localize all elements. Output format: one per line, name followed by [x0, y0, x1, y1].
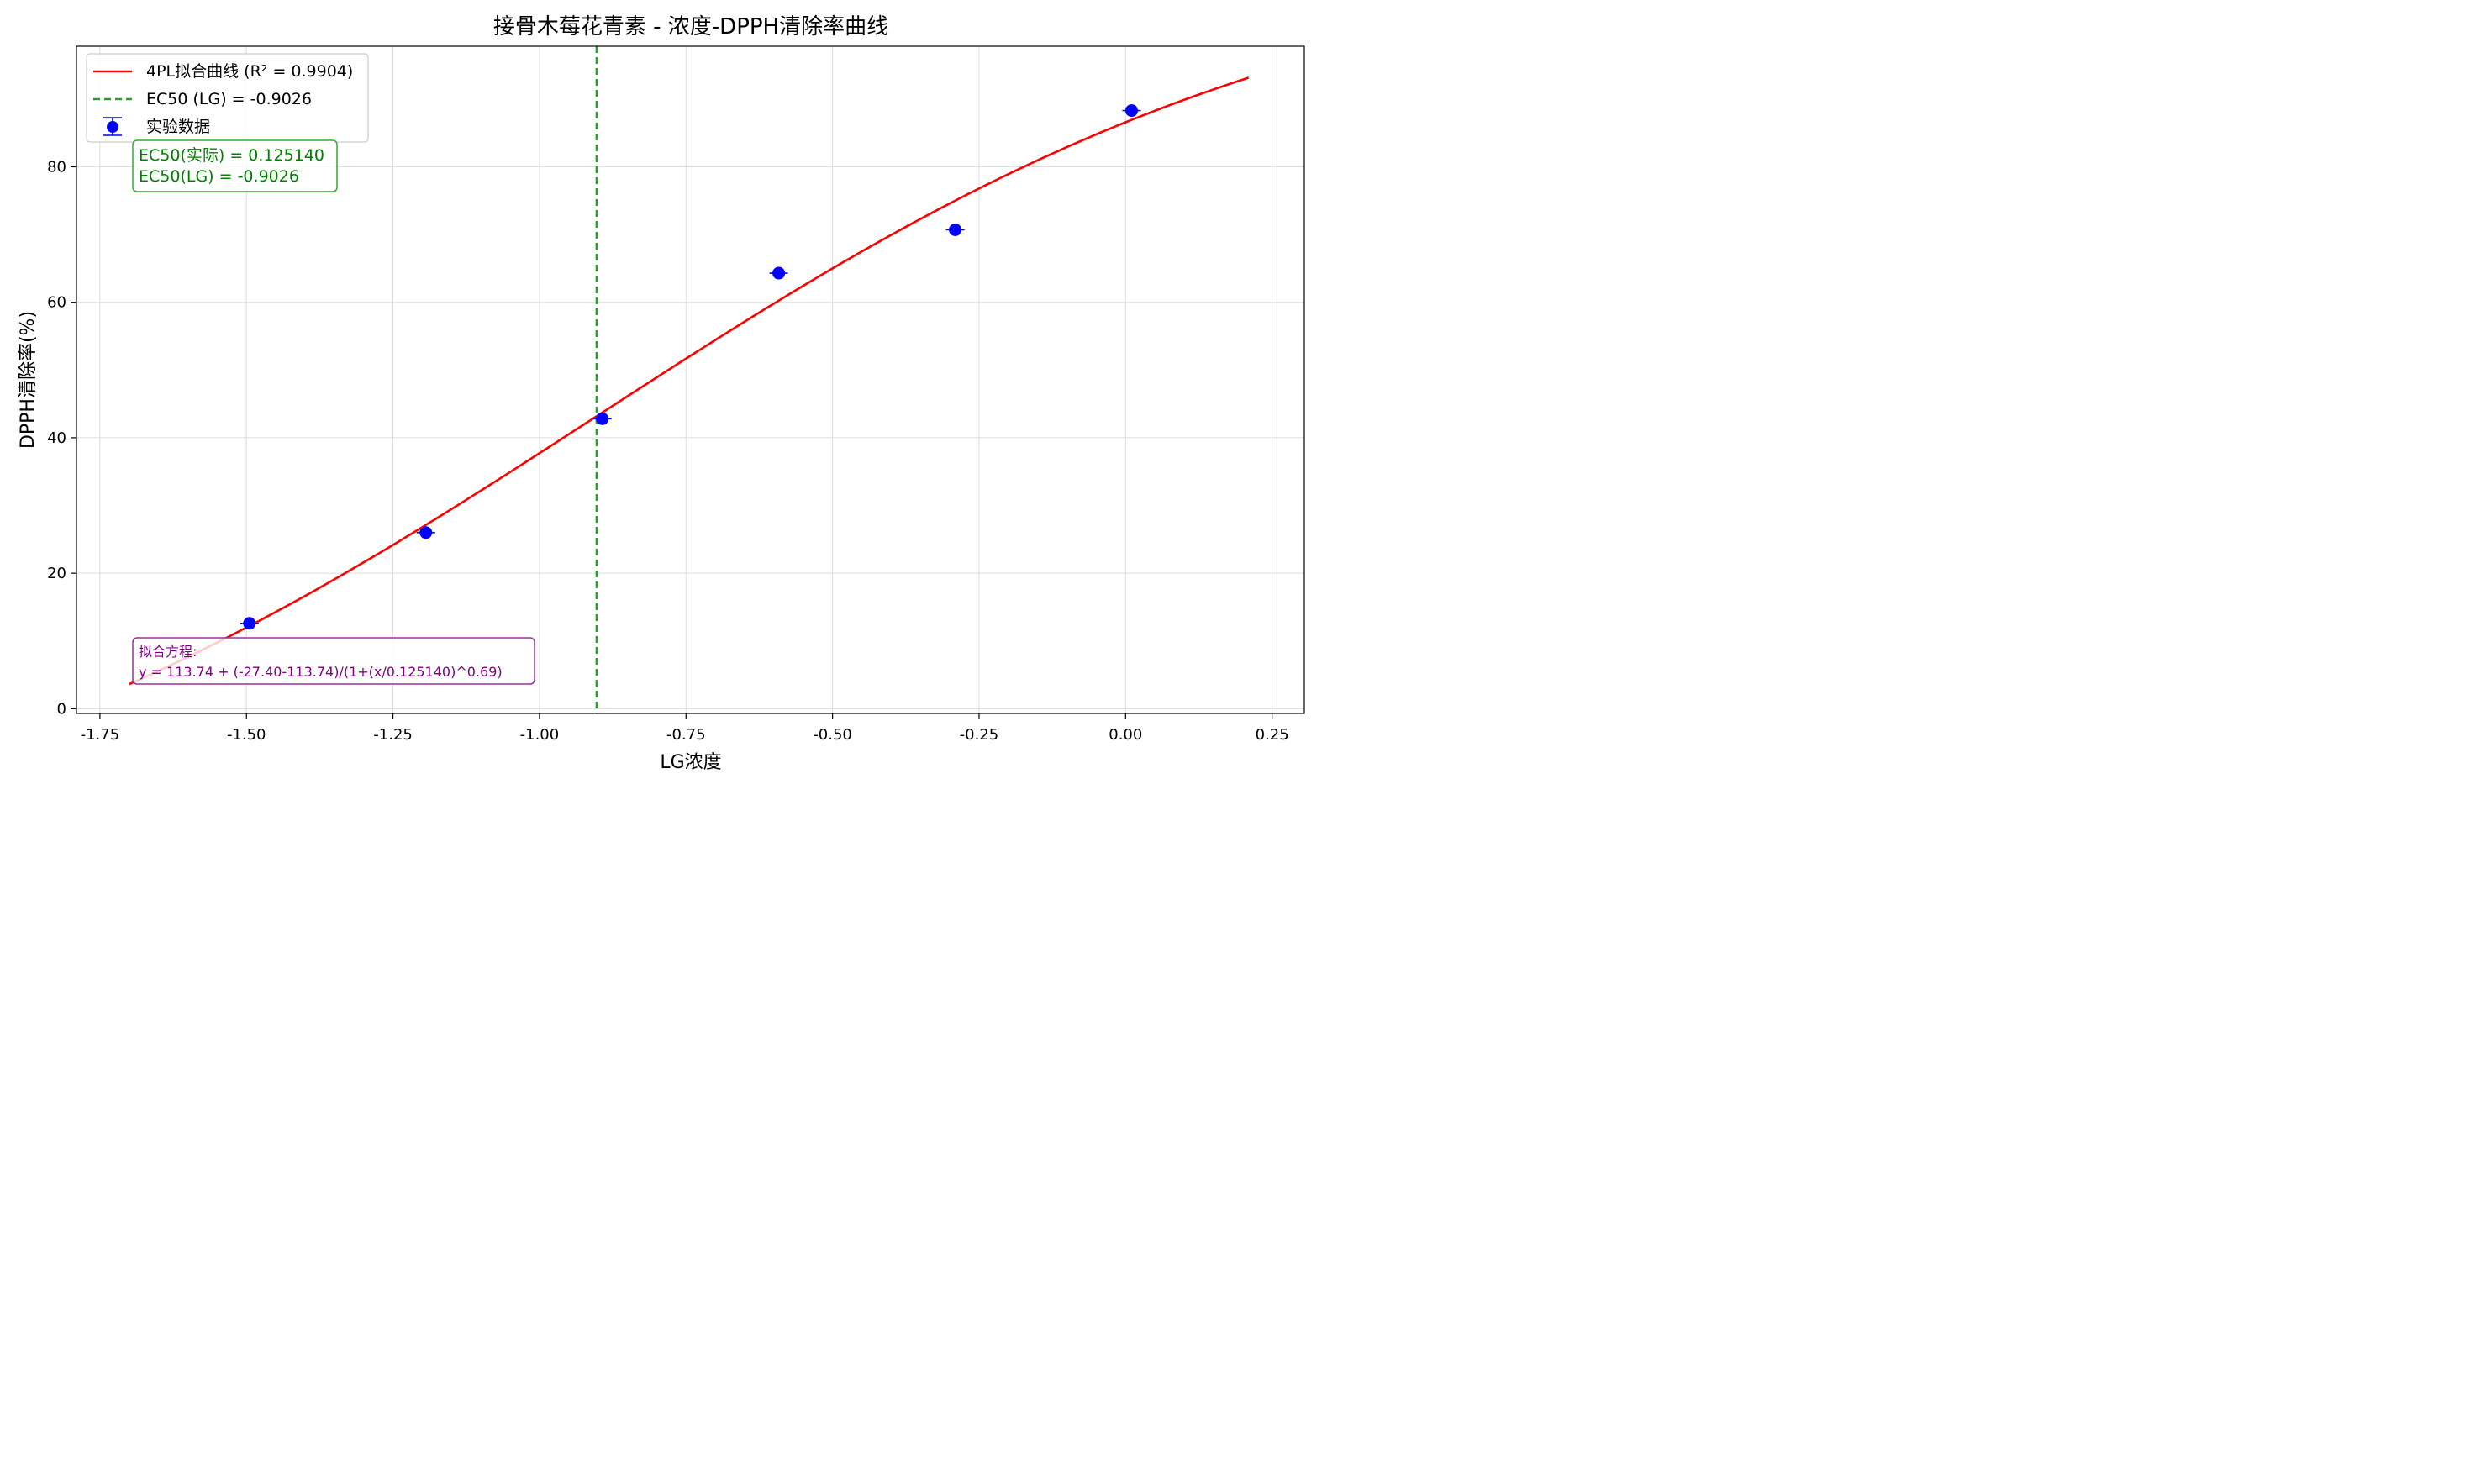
x-tick-label: 0.00: [1109, 726, 1142, 744]
legend-ec50-label: EC50 (LG) = -0.9026: [146, 90, 312, 108]
fit-curve-line: [129, 76, 1250, 686]
data-point: [592, 412, 612, 425]
chart-title: 接骨木莓花青素 - 浓度-DPPH清除率曲线: [493, 14, 888, 39]
data-point: [240, 617, 259, 630]
data-point: [945, 223, 965, 236]
legend-data-swatch: [103, 117, 122, 136]
plot-frame: [76, 45, 1305, 714]
y-tick-label: 40: [47, 429, 66, 447]
x-tick-label: -1.75: [81, 726, 120, 744]
y-tick-label: 80: [47, 158, 66, 176]
x-axis-label: LG浓度: [660, 752, 721, 773]
x-tick-label: -1.00: [520, 726, 560, 744]
plot-content: [129, 46, 1250, 713]
ec50-actual-text: EC50(实际) = 0.125140: [139, 146, 324, 165]
data-point-marker: [949, 223, 962, 236]
ec50-lg-text: EC50(LG) = -0.9026: [139, 167, 299, 186]
y-tick-label: 20: [47, 565, 66, 582]
x-ticks: -1.75 -1.50 -1.25 -1.00 -0.75 -0.50 -0.25 0.00 0…: [81, 713, 1289, 744]
data-point-marker: [772, 266, 786, 280]
data-point-marker: [419, 526, 433, 539]
equation-annotation-box: [132, 637, 535, 685]
data-point: [416, 526, 435, 539]
chart: -1.75 -1.50 -1.25 -1.00 -0.75 -0.50 -0.25 0.00 0…: [0, 0, 1318, 785]
ec50-annotation-box: [132, 139, 338, 192]
y-tick-label: 60: [47, 294, 66, 312]
data-point-marker: [596, 412, 609, 425]
y-ticks: 0 20 40 60 80: [47, 158, 76, 718]
grid: [76, 46, 1304, 713]
y-tick-label: 0: [57, 700, 66, 718]
x-tick-label: -0.75: [666, 726, 706, 744]
legend: 4PL拟合曲线 (R² = 0.9904) EC50 (LG) = -0.902…: [86, 53, 369, 143]
equation-annotation: 拟合方程: y = 113.74 + (-27.40-113.74)/(1+(x…: [132, 637, 535, 685]
data-point: [769, 266, 788, 280]
x-tick-label: -1.25: [373, 726, 413, 744]
equation-text: y = 113.74 + (-27.40-113.74)/(1+(x/0.125…: [139, 664, 503, 680]
equation-heading: 拟合方程:: [139, 644, 197, 660]
x-tick-label: -0.50: [813, 726, 852, 744]
ec50-annotation: EC50(实际) = 0.125140 EC50(LG) = -0.9026: [132, 139, 338, 192]
y-axis-label: DPPH清除率(%): [18, 311, 39, 449]
data-point: [1122, 104, 1141, 118]
x-tick-label: -0.25: [960, 726, 999, 744]
x-tick-label: -1.50: [227, 726, 266, 744]
x-tick-label: 0.25: [1256, 726, 1289, 744]
legend-data-label: 实验数据: [146, 118, 210, 136]
data-point-marker: [243, 617, 256, 630]
data-point-marker: [1124, 104, 1138, 118]
legend-fit-line-label: 4PL拟合曲线 (R² = 0.9904): [146, 62, 353, 81]
